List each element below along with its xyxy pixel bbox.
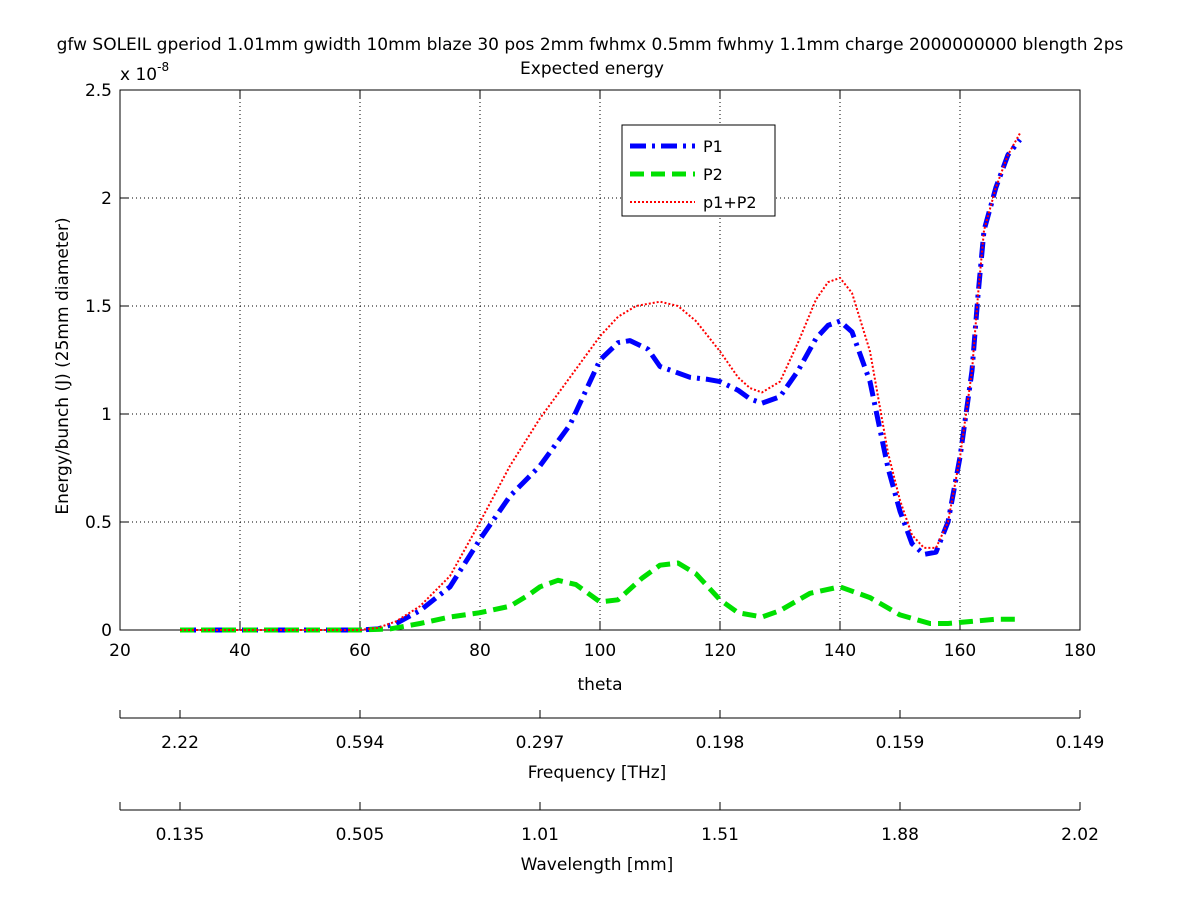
secondary-tick-label: 0.297	[516, 733, 565, 753]
y-tick-label: 1.5	[85, 297, 112, 317]
x-tick-label: 140	[824, 641, 856, 661]
secondary-tick-label: 0.135	[156, 825, 205, 845]
axis-ticks: 20 40 60 80 100 120 140 160 180 0 0.5 1 1.5 2 2.5	[85, 81, 1096, 661]
y-axis-label: Energy/bunch (J) (25mm diameter)	[53, 217, 73, 514]
legend-box	[621, 124, 776, 217]
series-line-3	[180, 132, 1021, 631]
chart-subtitle: Expected energy	[520, 59, 664, 79]
y-tick-label: 0	[101, 621, 112, 641]
legend: P1 P2 p1+P2	[621, 124, 776, 217]
secondary-axis-label: Wavelength [mm]	[521, 855, 674, 875]
series-lines	[180, 132, 1022, 633]
x-tick-label: 160	[944, 641, 976, 661]
secondary-tick-label: 1.51	[701, 825, 739, 845]
legend-label: p1+P2	[703, 193, 757, 212]
secondary-tick-label: 2.22	[161, 733, 199, 753]
legend-label: P2	[703, 165, 723, 184]
x-axis-label: theta	[578, 675, 623, 695]
x-tick-label: 40	[229, 641, 251, 661]
secondary-axis-label: Frequency [THz]	[528, 763, 667, 783]
chart-title: gfw SOLEIL gperiod 1.01mm gwidth 10mm bl…	[57, 35, 1124, 55]
y-tick-label: 2	[101, 189, 112, 209]
secondary-tick-label: 1.88	[881, 825, 919, 845]
secondary-axes: 2.22 0.594 0.297 0.198 0.159 0.149 Frequency […	[119, 710, 1105, 875]
x-tick-label: 20	[109, 641, 131, 661]
secondary-tick-label: 0.594	[336, 733, 385, 753]
legend-label: P1	[703, 137, 723, 156]
y-tick-label: 2.5	[85, 81, 112, 101]
x-tick-label: 180	[1064, 641, 1096, 661]
series-line-1	[180, 138, 1022, 633]
secondary-tick-label: 0.505	[336, 825, 385, 845]
grid-lines	[120, 90, 1080, 630]
x-tick-label: 100	[584, 641, 616, 661]
secondary-tick-label: 0.149	[1056, 733, 1105, 753]
secondary-tick-label: 0.159	[876, 733, 925, 753]
secondary-tick-label: 0.198	[696, 733, 745, 753]
y-tick-label: 0.5	[85, 513, 112, 533]
x-tick-label: 80	[469, 641, 491, 661]
y-tick-label: 1	[101, 405, 112, 425]
secondary-tick-label: 1.01	[521, 825, 559, 845]
y-exponent-power: -8	[157, 60, 169, 74]
x-tick-label: 60	[349, 641, 371, 661]
y-exponent-label: x 10-8	[120, 60, 169, 85]
secondary-tick-label: 2.02	[1061, 825, 1099, 845]
series-line-2	[180, 560, 1020, 633]
x-tick-label: 120	[704, 641, 736, 661]
